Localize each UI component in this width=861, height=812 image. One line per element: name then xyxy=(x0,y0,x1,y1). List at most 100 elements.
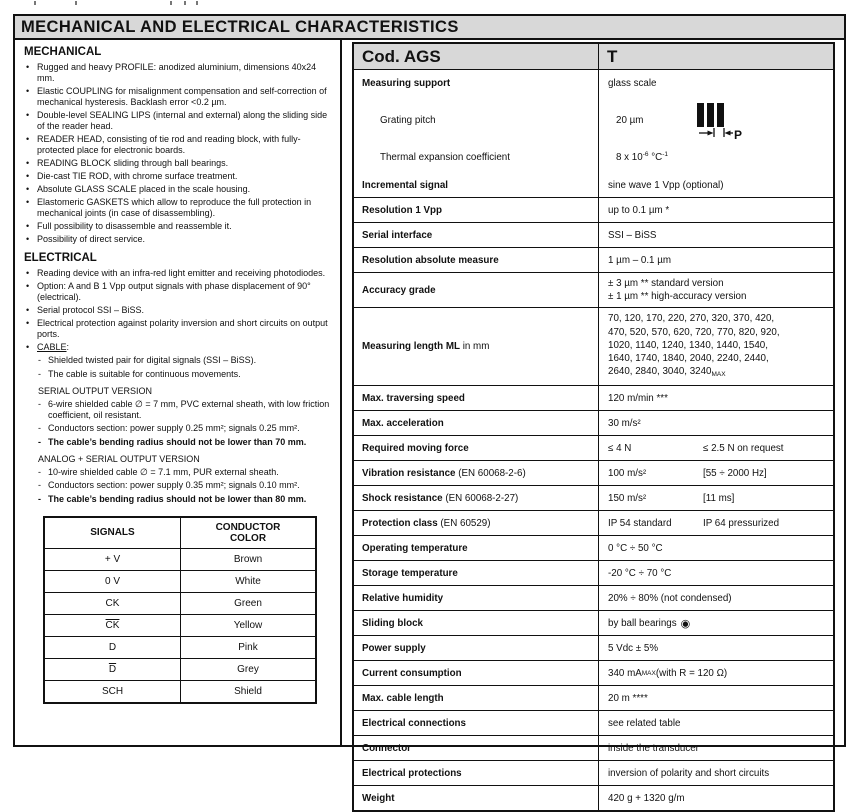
spec-value: 470, 520, 570, 620, 720, 770, 820, 920, xyxy=(608,326,780,338)
spec-label: Max. acceleration xyxy=(362,417,444,429)
list-marker: • xyxy=(26,197,30,207)
spec-value-cell: 150 m/s² [11 ms] xyxy=(598,486,833,511)
spec-label: Max. cable length xyxy=(362,692,444,704)
spec-value-cell: by ball bearings ◉ xyxy=(598,611,833,636)
value-subscript: MAX xyxy=(641,669,656,677)
signals-header-label: SIGNALS xyxy=(90,527,135,538)
spec-label-cell: Resolution 1 Vpp xyxy=(354,198,598,222)
electrical-heading: ELECTRICAL xyxy=(24,252,97,264)
spec-value-cell: 340 mA MAX (with R = 120 Ω) xyxy=(598,661,833,686)
spec-value-line: ± 3 µm ** standard version xyxy=(608,277,724,290)
left-panel: MECHANICAL • Rugged and heavy PROFILE: an… xyxy=(15,40,342,745)
spec-value: up to 0.1 µm * xyxy=(608,204,670,216)
spec-value: 120 m/min *** xyxy=(608,392,668,404)
spec-label-note: (EN 60529) xyxy=(437,517,491,529)
spec-label: Weight xyxy=(362,792,395,804)
list-item: • Elastomeric GASKETS which allow to repr… xyxy=(24,197,336,219)
list-item-text: Possibility of direct service. xyxy=(37,234,146,244)
spec-value-cell: 100 m/s² [55 ÷ 2000 Hz] xyxy=(598,461,833,486)
spec-row: Measuring length ML in mm 70, 120, 170, 2… xyxy=(354,307,833,386)
electrical-bullet-list: • Reading device with an infra-red light … xyxy=(24,268,336,353)
signal-cell: + V xyxy=(45,549,180,570)
serial-output-list: -6-wire shielded cable ∅ = 7 mm, PVC ext… xyxy=(24,399,336,448)
cable-underline: CABLE xyxy=(37,342,67,352)
spec-label: Electrical protections xyxy=(362,767,462,779)
list-item: • Serial protocol SSI – BiSS. xyxy=(24,305,336,316)
spec-value: inside the transducer xyxy=(608,742,699,754)
list-item: - Conductors section: power supply 0.25 m… xyxy=(38,423,336,434)
clipped-text-fragment xyxy=(184,1,186,5)
list-item-text: Elastic COUPLING for misalignment compen… xyxy=(37,86,327,107)
spec-value-cell: 420 g + 1320 g/m xyxy=(598,786,833,811)
list-item: - The cable’s bending radius should not b… xyxy=(38,494,336,505)
list-item: • Full possibility to disassemble and rea… xyxy=(24,221,336,232)
spec-value-cell: -20 °C ÷ 70 °C xyxy=(598,561,833,586)
list-item-text: Die-cast TIE ROD, with chrome surface tr… xyxy=(37,171,238,181)
spec-value: ± 3 µm ** standard version xyxy=(608,278,724,289)
spec-label-cell: Shock resistance (EN 60068-2-27) xyxy=(354,486,598,510)
signal-name: CK xyxy=(105,597,120,609)
spec-label-cell: Vibration resistance (EN 60068-2-6) xyxy=(354,461,598,485)
spec-value-cell: up to 0.1 µm * xyxy=(598,198,833,222)
spec-row: Electrical protections inversion of polar… xyxy=(354,760,833,786)
signals-row: CK Yellow xyxy=(45,613,315,636)
spec-label-cell: Serial interface xyxy=(354,223,598,247)
signal-name: CK xyxy=(105,619,120,631)
right-panel: Cod. AGS T Measuring support Grating pit… xyxy=(342,40,844,812)
list-marker: • xyxy=(26,184,30,194)
conductor-color-cell: Grey xyxy=(180,658,315,680)
spec-row: Connector inside the transducer xyxy=(354,735,833,761)
spec-label-cell: Max. cable length xyxy=(354,686,598,710)
conductor-color-cell: Green xyxy=(180,592,315,614)
ball-bearing-icon: ◉ xyxy=(680,617,691,630)
spec-label-cell: Resolution absolute measure xyxy=(354,248,598,272)
list-marker: - xyxy=(38,436,41,447)
spec-label: Shock resistance xyxy=(362,492,443,504)
analog-output-list: -10-wire shielded cable ∅ = 7.1 mm, PUR … xyxy=(24,467,336,505)
spec-row: Accuracy grade ± 3 µm ** standard version… xyxy=(354,272,833,308)
list-item: -10-wire shielded cable ∅ = 7.1 mm, PUR … xyxy=(38,467,336,478)
spec-value: 1640, 1740, 1840, 2040, 2240, 2440, xyxy=(608,353,769,365)
spec-label-cell: Electrical protections xyxy=(354,761,598,785)
spec-label-cell: Protection class (EN 60529) xyxy=(354,511,598,535)
list-item: • Double-level SEALING LIPS (internal and… xyxy=(24,110,336,132)
list-item-text: The cable’s bending radius should not be… xyxy=(48,493,307,504)
thermal-unit-exponent: -1 xyxy=(662,151,668,158)
value-secondary: [55 ÷ 2000 Hz] xyxy=(703,467,767,479)
list-marker: • xyxy=(26,342,30,352)
spec-label: Measuring length ML xyxy=(362,341,460,353)
thermal-exponent: -6 xyxy=(642,151,649,158)
spec-value-cell: IP 54 standard IP 64 pressurized xyxy=(598,511,833,536)
measuring-support-labels: Measuring support Grating pitch Thermal … xyxy=(354,70,598,173)
list-marker: - xyxy=(38,423,41,433)
spec-value-line: 1020, 1140, 1240, 1340, 1440, 1540, xyxy=(608,339,768,352)
measuring-support-row: Measuring support Grating pitch Thermal … xyxy=(354,70,833,173)
spec-value: 420 g + 1320 g/m xyxy=(608,792,685,804)
spec-label: Max. traversing speed xyxy=(362,392,465,404)
spec-row: Storage temperature -20 °C ÷ 70 °C xyxy=(354,560,833,586)
spec-value-cell: ≤ 4 N ≤ 2.5 N on request xyxy=(598,436,833,461)
signals-table: SIGNALS CONDUCTOR COLOR + V Brown 0 V White… xyxy=(43,515,317,704)
conductor-color-cell: Pink xyxy=(180,636,315,658)
conductor-color: White xyxy=(235,575,261,587)
spec-value: 20% ÷ 80% (not condensed) xyxy=(608,592,732,604)
list-item-text: READING BLOCK sliding through ball beari… xyxy=(37,158,229,168)
list-marker: • xyxy=(26,268,30,278)
signals-header-color: CONDUCTOR COLOR xyxy=(180,517,315,548)
spec-label: Sliding block xyxy=(362,617,423,629)
spec-row: Sliding block by ball bearings ◉ xyxy=(354,610,833,636)
spec-label-cell: Accuracy grade xyxy=(354,273,598,307)
signals-rows: + V Brown 0 V White CK Green CK Yellow D Pink D Gre… xyxy=(45,547,315,702)
spec-row: Max. cable length 20 m **** xyxy=(354,685,833,711)
cable-dash-list: - Shielded twisted pair for digital signa… xyxy=(24,355,336,380)
content-area: MECHANICAL • Rugged and heavy PROFILE: an… xyxy=(15,40,844,812)
measuring-support-label: Measuring support xyxy=(362,78,451,89)
spec-rows: Incremental signal sine wave 1 Vpp (optio… xyxy=(354,173,833,811)
conductor-color-cell: Yellow xyxy=(180,614,315,636)
outer-frame: MECHANICAL AND ELECTRICAL CHARACTERISTIC… xyxy=(13,14,846,812)
serial-output-heading: SERIAL OUTPUT VERSION xyxy=(38,385,153,396)
list-item-text: The cable’s bending radius should not be… xyxy=(48,436,307,447)
conductor-color: Brown xyxy=(233,553,263,565)
clipped-text-fragment xyxy=(34,1,36,5)
spec-label-cell: Power supply xyxy=(354,636,598,660)
